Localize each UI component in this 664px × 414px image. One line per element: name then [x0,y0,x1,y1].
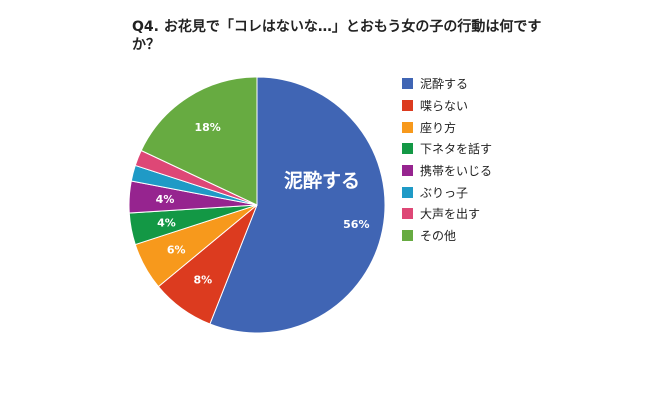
pie-slice [140,76,258,206]
slice-value-label: 4% [156,193,175,206]
legend-swatch [402,208,413,220]
slice-value-label: 6% [167,243,186,256]
legend-label: 喋らない [420,99,469,114]
legend-label: 泥酔する [420,77,469,92]
legend-label: ぶりっ子 [420,185,469,200]
slice-value-label: 18% [194,121,220,134]
legend-item: その他 [402,225,492,247]
legend-item: ぶりっ子 [402,181,492,203]
legend: 泥酔する喋らない座り方下ネタを話す 携帯をいじる ぶりっ子大声を出すその他 [402,73,492,247]
legend-item: 携帯をいじる [402,160,492,182]
slice-value-label: 8% [193,274,212,287]
legend-label: 下ネタを話す [420,142,493,157]
legend-item: 座り方 [402,116,492,138]
slice-value-label: 56% [343,218,369,231]
legend-swatch [402,143,413,155]
legend-item: 泥酔する [402,73,492,95]
slice-value-label: 4% [157,216,176,229]
legend-item: 下ネタを話す [402,138,492,160]
legend-label: 大声を出す [420,207,481,222]
legend-item: 喋らない [402,95,492,117]
legend-label: 携帯をいじる [420,164,493,179]
legend-swatch [402,165,413,177]
pie-slice [209,76,386,334]
legend-swatch [402,121,413,133]
slice-annotation: 泥酔する [284,170,360,192]
legend-swatch [402,186,413,198]
chart-title: Q4. お花見で「コレはないな…」とおもう女の子の行動は何ですか？ [132,19,542,53]
legend-label: その他 [420,229,457,244]
legend-swatch [402,78,413,90]
legend-swatch [402,230,413,242]
legend-swatch [402,100,413,112]
legend-label: 座り方 [420,120,457,135]
legend-item: 大声を出す [402,203,492,225]
